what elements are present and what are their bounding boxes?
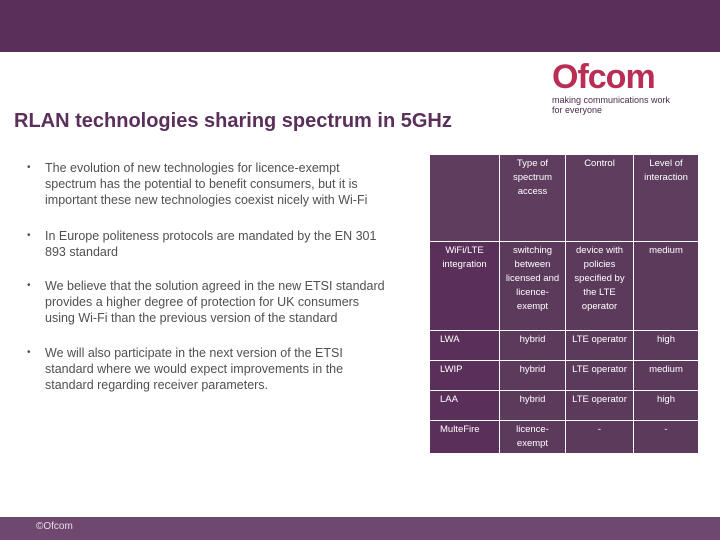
bullet-icon: • (27, 280, 31, 291)
bullet-text: In Europe politeness protocols are manda… (45, 229, 377, 259)
table-row: LAA hybrid LTE operator high (429, 390, 699, 421)
footer-copyright: ©Ofcom (36, 521, 73, 532)
bullet-list: • The evolution of new technologies for l… (27, 160, 389, 393)
table-row: LWIP hybrid LTE operator medium (429, 360, 699, 391)
row-header: LAA (429, 390, 500, 421)
table-cell: hybrid (499, 360, 566, 391)
column-header: Control (565, 154, 634, 242)
logo-tagline-line1: making communications work (552, 95, 671, 105)
row-header: MulteFire (429, 420, 500, 454)
logo-wordmark: Ofcom (552, 58, 656, 96)
bullet-icon: • (27, 230, 31, 241)
table-cell: LTE operator (565, 330, 634, 361)
table-cell: medium (633, 360, 699, 391)
logo-tagline-line2: for everyone (552, 105, 603, 115)
ofcom-logo: Ofcom making communications work for eve… (552, 60, 692, 116)
table-row: WiFi/LTE integration switching between l… (429, 241, 699, 331)
bullet-item: • We believe that the solution agreed in … (27, 278, 389, 326)
technology-table: Type of spectrum access Control Level of… (429, 154, 699, 454)
table-row: LWA hybrid LTE operator high (429, 330, 699, 361)
table-cell: switching between licensed and licence-e… (499, 241, 566, 331)
table-cell: LTE operator (565, 360, 634, 391)
logo-tagline: making communications work for everyone (552, 95, 692, 115)
table-cell: medium (633, 241, 699, 331)
bullet-icon: • (27, 162, 31, 173)
table-header-row: Type of spectrum access Control Level of… (429, 154, 699, 242)
table-cell: LTE operator (565, 390, 634, 421)
bullet-text: We believe that the solution agreed in t… (45, 279, 385, 325)
table-cell: licence-exempt (499, 420, 566, 454)
table-cell: - (565, 420, 634, 454)
slide-title: RLAN technologies sharing spectrum in 5G… (14, 110, 452, 132)
table-cell: high (633, 330, 699, 361)
header-band (0, 0, 720, 52)
bullet-text: The evolution of new technologies for li… (45, 161, 368, 207)
table-corner-cell (429, 154, 500, 242)
table-cell: device with policies specified by the LT… (565, 241, 634, 331)
row-header: WiFi/LTE integration (429, 241, 500, 331)
column-header: Type of spectrum access (499, 154, 566, 242)
table-cell: hybrid (499, 390, 566, 421)
table-cell: high (633, 390, 699, 421)
bullet-icon: • (27, 347, 31, 358)
bullet-item: • The evolution of new technologies for l… (27, 160, 389, 208)
row-header: LWA (429, 330, 500, 361)
row-header: LWIP (429, 360, 500, 391)
bullet-item: • We will also participate in the next ve… (27, 345, 389, 393)
bullet-item: • In Europe politeness protocols are mand… (27, 228, 389, 260)
table-cell: - (633, 420, 699, 454)
bullet-text: We will also participate in the next ver… (45, 346, 344, 392)
table-row: MulteFire licence-exempt - - (429, 420, 699, 454)
table-cell: hybrid (499, 330, 566, 361)
column-header: Level of interaction (633, 154, 699, 242)
footer-band (0, 517, 720, 540)
